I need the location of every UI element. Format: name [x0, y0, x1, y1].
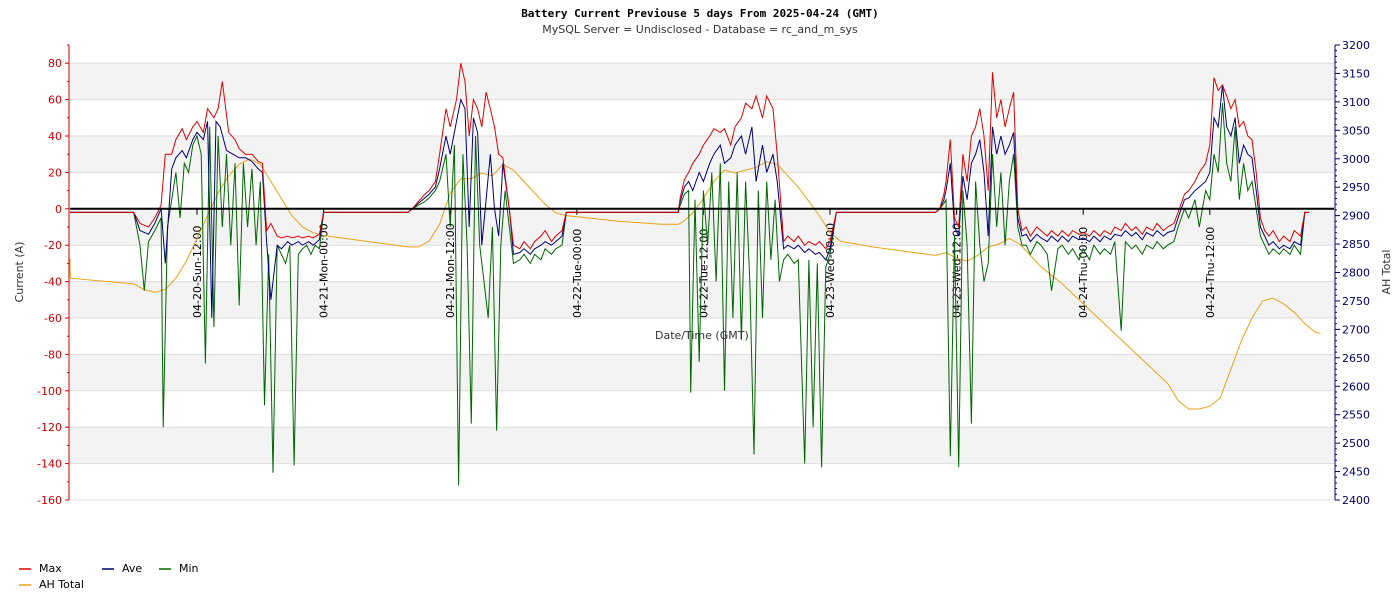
chart-subtitle: MySQL Server = Undisclosed - Database = … — [542, 23, 858, 36]
legend-label-ah-total: AH Total — [39, 578, 84, 591]
right-tick-label: 2800 — [1342, 267, 1370, 280]
right-tick-label: 3000 — [1342, 153, 1370, 166]
left-tick-label: 60 — [48, 94, 62, 107]
legend-label-max: Max — [39, 562, 62, 575]
series-layer — [69, 63, 1321, 486]
legend-label-min: Min — [179, 562, 199, 575]
right-tick-label: 2750 — [1342, 295, 1370, 308]
left-tick-label: 20 — [48, 166, 62, 179]
right-axis: 3200 3150 3100 3050 3000 2950 2900 2850 2800 2750… — [1334, 39, 1370, 507]
right-tick-label: 2650 — [1342, 352, 1370, 365]
left-tick-label: -40 — [44, 276, 62, 289]
x-tick-label: 04-24-Thu-00:00 — [1077, 227, 1090, 318]
series-line-ave — [70, 84, 1309, 319]
right-tick-label: 2900 — [1342, 210, 1370, 223]
right-tick-label: 2400 — [1342, 494, 1370, 507]
x-axis-label: Date/Time (GMT) — [655, 329, 749, 342]
x-tick-label: 04-24-Thu-12:00 — [1204, 227, 1217, 318]
left-tick-label: 0 — [55, 203, 62, 216]
legend-label-ave: Ave — [122, 562, 142, 575]
left-axis: 80 60 40 20 0 -20 -40 -60 -80 -100 -120 -140 -160 — [37, 44, 70, 507]
right-tick-label: 2550 — [1342, 409, 1370, 422]
right-tick-label: 2950 — [1342, 181, 1370, 194]
left-tick-label: -120 — [37, 421, 62, 434]
left-tick-label: -100 — [37, 385, 62, 398]
right-tick-label: 2600 — [1342, 380, 1370, 393]
right-tick-label: 3200 — [1342, 39, 1370, 52]
x-tick-label: 04-22-Tue-00:00 — [571, 229, 584, 318]
grid-band — [70, 427, 1334, 464]
grid-band — [70, 354, 1334, 391]
x-tick-label: 04-21-Mon-00:00 — [318, 223, 331, 318]
x-tick-label: 04-21-Mon-12:00 — [444, 223, 457, 318]
series-line-max — [70, 63, 1309, 250]
x-tick-label: 04-20-Sun-12:00 — [191, 225, 204, 318]
y-axis-label-left: Current (A) — [13, 242, 26, 303]
left-tick-label: -20 — [44, 239, 62, 252]
right-tick-label: 2850 — [1342, 238, 1370, 251]
series-line-min — [70, 103, 1309, 486]
right-tick-label: 2500 — [1342, 437, 1370, 450]
grid-band — [70, 63, 1334, 100]
left-tick-label: 80 — [48, 57, 62, 70]
right-tick-label: 2450 — [1342, 466, 1370, 479]
grid-band — [70, 136, 1334, 173]
legend: Max Ave Min AH Total — [19, 562, 199, 591]
chart-title: Battery Current Previouse 5 days From 20… — [521, 7, 879, 20]
x-tick-label: 04-22-Tue-12:00 — [697, 229, 710, 318]
right-tick-label: 3100 — [1342, 96, 1370, 109]
left-tick-label: 40 — [48, 130, 62, 143]
left-tick-label: -60 — [44, 312, 62, 325]
right-tick-label: 2700 — [1342, 323, 1370, 336]
left-tick-label: -140 — [37, 458, 62, 471]
y-axis-label-right: AH Total — [1380, 250, 1393, 295]
right-tick-label: 3050 — [1342, 124, 1370, 137]
left-tick-label: -80 — [44, 348, 62, 361]
left-tick-label: -160 — [37, 494, 62, 507]
right-tick-label: 3150 — [1342, 67, 1370, 80]
